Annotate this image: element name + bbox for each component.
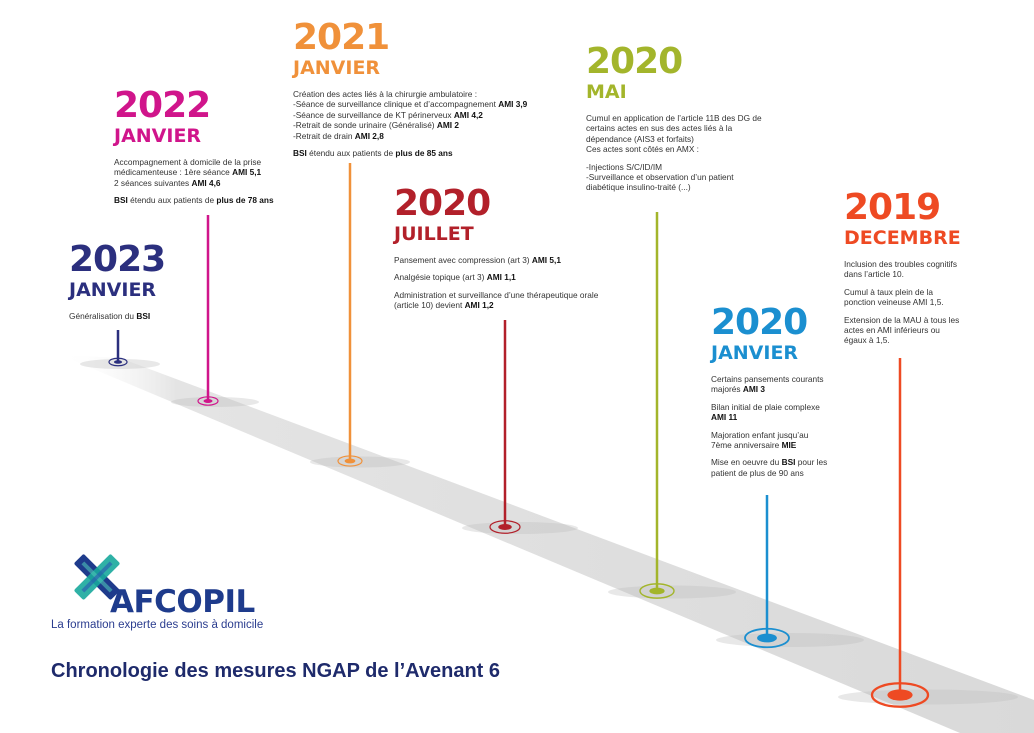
timeline-pin-2020-mai	[608, 212, 736, 599]
event-month: JANVIER	[114, 125, 202, 147]
timeline-pin-2022-janvier	[171, 215, 259, 407]
pin-shadow	[716, 633, 864, 647]
event-2019-decembre: 2019 DECEMBRE Inclusion des troubles cog…	[844, 190, 964, 353]
event-year: 2023	[69, 239, 166, 280]
event-2021-janvier: 2021 JANVIER Création des actes liés à l…	[293, 20, 563, 165]
event-paragraph: Certains pansements courants majorés AMI…	[711, 374, 824, 395]
event-paragraph: Administration et surveillance d’une thé…	[394, 289, 599, 311]
pin-shadow	[310, 456, 410, 468]
event-description: Accompagnement à domicile de la prise mé…	[114, 157, 304, 206]
event-2023-janvier: 2023 JANVIER Généralisation du BSI	[69, 242, 209, 328]
event-paragraph: Cumul en application de l’article 11B de…	[586, 113, 762, 155]
event-month: JANVIER	[711, 342, 799, 364]
event-paragraph: Pansement avec compression (art 3) AMI 5…	[394, 255, 561, 265]
event-paragraph: Généralisation du BSI	[69, 311, 151, 321]
event-paragraph: -Injections S/C/ID/IM -Surveillance et ob…	[586, 161, 734, 193]
event-month: DECEMBRE	[844, 227, 961, 249]
event-year: 2019	[844, 187, 941, 228]
event-paragraph: Mise en oeuvre du BSI pour les patient d…	[711, 457, 828, 478]
timeline-road	[60, 355, 1034, 733]
logo-wordmark: AFCOPIL	[110, 584, 255, 620]
event-description: Généralisation du BSI	[69, 311, 209, 321]
event-description: Pansement avec compression (art 3) AMI 5…	[394, 255, 622, 311]
afcopil-mark-icon	[74, 554, 120, 600]
event-year: 2020	[711, 302, 808, 343]
timeline-pin-2019-decembre	[838, 358, 1018, 708]
diagram-title: Chronologie des mesures NGAP de l’Avenan…	[51, 660, 501, 682]
event-month: JUILLET	[394, 223, 474, 245]
event-year: 2020	[394, 183, 491, 224]
event-paragraph: Accompagnement à domicile de la prise mé…	[114, 157, 262, 188]
event-year: 2021	[293, 17, 390, 58]
timeline-pin-2021-janvier	[310, 163, 410, 468]
event-month: MAI	[586, 81, 627, 103]
event-paragraph: BSI étendu aux patients de plus de 85 an…	[293, 148, 453, 159]
event-2020-janvier: 2020 JANVIER Certains pansements courant…	[711, 305, 829, 485]
event-2022-janvier: 2022 JANVIER Accompagnement à domicile d…	[114, 88, 304, 213]
event-paragraph: Création des actes liés à la chirurgie a…	[293, 89, 528, 141]
event-paragraph: Analgésie topique (art 3) AMI 1,1	[394, 272, 516, 283]
event-paragraph: Majoration enfant jusqu’au 7ème annivers…	[711, 429, 809, 451]
event-month: JANVIER	[293, 57, 381, 79]
event-description: Inclusion des troubles cognitifs dans l’…	[844, 259, 964, 346]
event-paragraph: Cumul à taux plein de la ponction veineu…	[844, 286, 944, 308]
event-year: 2022	[114, 85, 211, 126]
event-2020-juillet: 2020 JUILLET Pansement avec compression …	[394, 186, 622, 318]
event-year: 2020	[586, 41, 683, 82]
timeline-pin-2020-juillet	[462, 320, 578, 534]
event-description: Cumul en application de l’article 11B de…	[586, 113, 762, 193]
event-paragraph: Bilan initial de plaie complexe AMI 11	[711, 401, 820, 423]
event-description: Certains pansements courants majorés AMI…	[711, 374, 829, 478]
afcopil-logo: AFCOPIL La formation experte des soins à…	[46, 548, 306, 638]
event-2020-mai: 2020 MAI Cumul en application de l’artic…	[586, 44, 762, 200]
event-paragraph: BSI étendu aux patients de plus de 78 an…	[114, 195, 274, 206]
pin-shadow	[80, 359, 160, 369]
event-paragraph: Inclusion des troubles cognitifs dans l’…	[844, 259, 957, 280]
timeline-pin-2020-janvier	[716, 495, 864, 649]
event-description: Création des actes liés à la chirurgie a…	[293, 89, 563, 158]
event-paragraph: Extension de la MAU à tous les actes en …	[844, 314, 960, 346]
logo-tagline: La formation experte des soins à domicil…	[51, 619, 264, 631]
pin-shadow	[171, 397, 259, 407]
event-month: JANVIER	[69, 279, 157, 301]
timeline-pin-2023-janvier	[80, 330, 160, 369]
